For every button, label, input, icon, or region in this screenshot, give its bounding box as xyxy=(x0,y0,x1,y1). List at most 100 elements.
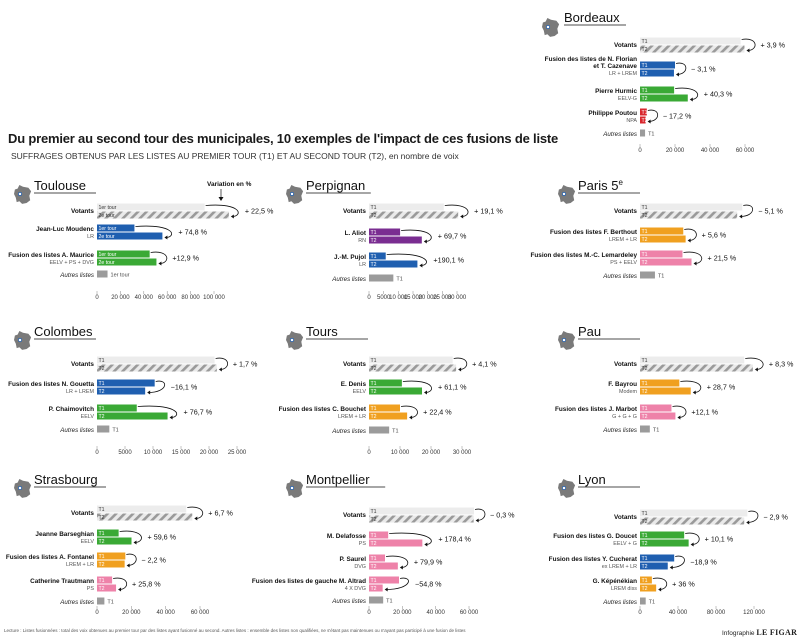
axis-tick-label: 25 000 xyxy=(433,295,452,301)
change-label: + 59,6 % xyxy=(148,533,177,542)
row-label: Votants xyxy=(614,208,637,215)
row-label: Fusion des listes de N. Florian xyxy=(545,56,637,63)
change-arrow-head xyxy=(384,587,388,592)
change-label: + 5,6 % xyxy=(702,231,727,240)
change-label: + 6,7 % xyxy=(208,509,233,518)
change-label: + 22,4 % xyxy=(423,408,452,417)
axis-tick-label: 20 000 xyxy=(393,610,412,616)
change-arrow xyxy=(675,87,699,100)
series-tag: T2 xyxy=(642,366,648,372)
bar-t2 xyxy=(640,412,676,420)
bar-voters-t1 xyxy=(97,203,205,211)
france-map-icon xyxy=(558,331,576,350)
row-label: Autres listes xyxy=(331,598,366,605)
change-arrow-head xyxy=(133,540,137,545)
series-tag: T1 xyxy=(642,556,648,562)
row-label: Votants xyxy=(71,510,94,517)
bar-voters-t1 xyxy=(369,507,474,515)
bar-others-t1 xyxy=(640,425,650,433)
change-arrow xyxy=(672,405,687,418)
axis-tick-label: 15 000 xyxy=(172,450,191,456)
bar-voters-t1 xyxy=(97,356,215,364)
france-map-icon xyxy=(286,479,304,498)
bar-voters-t1 xyxy=(640,203,743,211)
change-arrow-head xyxy=(675,72,679,77)
bar-t2 xyxy=(369,260,418,268)
axis-tick-label: 40 000 xyxy=(426,610,445,616)
change-arrow xyxy=(205,204,239,217)
series-tag: T1 xyxy=(371,358,377,364)
bar-t2 xyxy=(640,258,692,266)
city-marker-icon xyxy=(562,192,566,196)
series-tag: T2 xyxy=(371,517,377,523)
row-label: Autres listes xyxy=(331,276,366,283)
bar-others-t1 xyxy=(369,426,390,434)
change-arrow xyxy=(647,109,659,122)
axis-tick-label: 0 xyxy=(367,295,371,301)
bar-t1 xyxy=(97,250,150,258)
row-sublabel: EELV + PS + DVG xyxy=(49,260,94,266)
bar-others-t1 xyxy=(369,596,384,604)
city-marker-icon xyxy=(546,25,550,29)
change-arrow-head xyxy=(690,542,694,547)
series-tag: T1 xyxy=(392,429,398,435)
axis-tick-label: 0 xyxy=(367,450,371,456)
series-tag: T2 xyxy=(371,564,377,570)
city-title: Bordeaux xyxy=(564,10,620,25)
change-arrow-head xyxy=(692,390,696,395)
city-title: Strasbourg xyxy=(34,472,98,487)
axis-tick-label: 10 000 xyxy=(389,295,408,301)
bar-t1 xyxy=(640,108,647,116)
bar-voters-t1 xyxy=(369,203,444,211)
axis-tick-label: 0 xyxy=(367,610,371,616)
series-tag: T1 xyxy=(371,254,377,260)
chart-panel-colombes: Colombes Votants T1 T2 + 1,7 % Fusion des lis… xyxy=(8,324,258,456)
series-tag: T1 xyxy=(653,428,659,434)
change-arrow xyxy=(137,405,178,418)
chart-panel-lyon: Lyon Votants T1 T2 − 2,9 % Fusion des listes … xyxy=(549,472,789,616)
change-label: +12,1 % xyxy=(691,408,718,417)
row-sublabel: ex LREM + LR xyxy=(602,564,637,570)
row-label: G. Képénékian xyxy=(593,578,637,585)
change-arrow xyxy=(684,228,697,241)
bar-voters-t1 xyxy=(97,505,187,513)
change-arrow-head xyxy=(475,518,479,523)
row-sublabel: Modem xyxy=(619,389,637,395)
series-tag: T1 xyxy=(99,406,105,412)
city-title: Pau xyxy=(578,324,601,339)
bar-others-t1 xyxy=(97,270,108,278)
series-tag: T2 xyxy=(642,96,648,102)
bar-t2 xyxy=(640,94,688,102)
change-arrow-head xyxy=(164,235,168,240)
bar-t1 xyxy=(640,250,683,258)
france-map-icon xyxy=(558,479,576,498)
axis-tick-label: 20 000 xyxy=(666,148,685,154)
row-label: P. Chaimovitch xyxy=(49,406,94,413)
axis-tick-label: 0 xyxy=(95,295,99,301)
change-arrow-head xyxy=(754,367,758,372)
axis-tick-label: 30 000 xyxy=(453,450,472,456)
bar-t2 xyxy=(640,562,668,570)
series-tag: T1 xyxy=(642,533,648,539)
row-sublabel: LREM diss xyxy=(611,586,637,592)
city-title: Toulouse xyxy=(34,178,86,193)
change-label: + 36 % xyxy=(672,580,695,589)
axis-tick-label: 10 000 xyxy=(144,450,163,456)
change-label: + 3,9 % xyxy=(760,41,785,50)
series-tag: T2 xyxy=(99,414,105,420)
row-label: Autres listes xyxy=(59,599,94,606)
bar-voters-t2 xyxy=(97,513,193,521)
bar-t2 xyxy=(369,562,398,570)
series-tag: T1 xyxy=(99,507,105,513)
city-title: Colombes xyxy=(34,324,93,339)
change-label: + 25,8 % xyxy=(132,580,161,589)
bar-others-t1 xyxy=(640,597,646,605)
bar-t2 xyxy=(97,412,168,420)
row-sublabel: PS xyxy=(359,541,367,547)
change-label: + 74,8 % xyxy=(178,228,207,237)
series-tag: T1 xyxy=(371,406,377,412)
series-tag: T1 xyxy=(648,132,654,138)
